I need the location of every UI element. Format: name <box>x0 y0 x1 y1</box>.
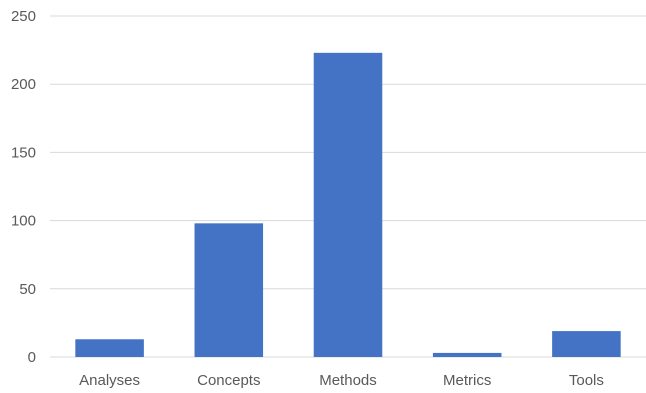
y-tick-label: 100 <box>11 213 36 230</box>
bar-metrics <box>432 352 502 357</box>
bars <box>75 52 621 357</box>
x-tick-label-methods: Methods <box>319 372 377 388</box>
y-tick-label: 50 <box>19 281 36 298</box>
y-tick-label: 250 <box>11 8 36 25</box>
y-tick-label: 150 <box>11 144 36 161</box>
bar-analyses <box>75 339 144 357</box>
x-tick-label-concepts: Concepts <box>197 372 260 388</box>
x-tick-label-analyses: Analyses <box>79 372 140 388</box>
x-tick-label-metrics: Metrics <box>443 372 491 388</box>
x-axis-tick-labels: Analyses Concepts Methods Metrics Tools <box>79 372 604 389</box>
bar-concepts <box>194 223 264 357</box>
y-axis-tick-labels: 0 50 100 150 200 250 <box>11 8 36 366</box>
y-tick-label: 200 <box>11 76 36 93</box>
x-tick-label-tools: Tools <box>569 372 604 388</box>
bar-tools <box>552 331 621 357</box>
y-tick-label: 0 <box>28 349 36 366</box>
bar-methods <box>313 52 383 357</box>
